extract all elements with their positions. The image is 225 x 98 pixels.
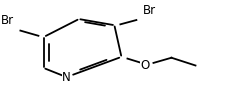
Text: Br: Br	[142, 4, 155, 17]
Text: Br: Br	[1, 14, 14, 27]
Text: N: N	[62, 71, 71, 84]
Text: O: O	[140, 59, 149, 72]
